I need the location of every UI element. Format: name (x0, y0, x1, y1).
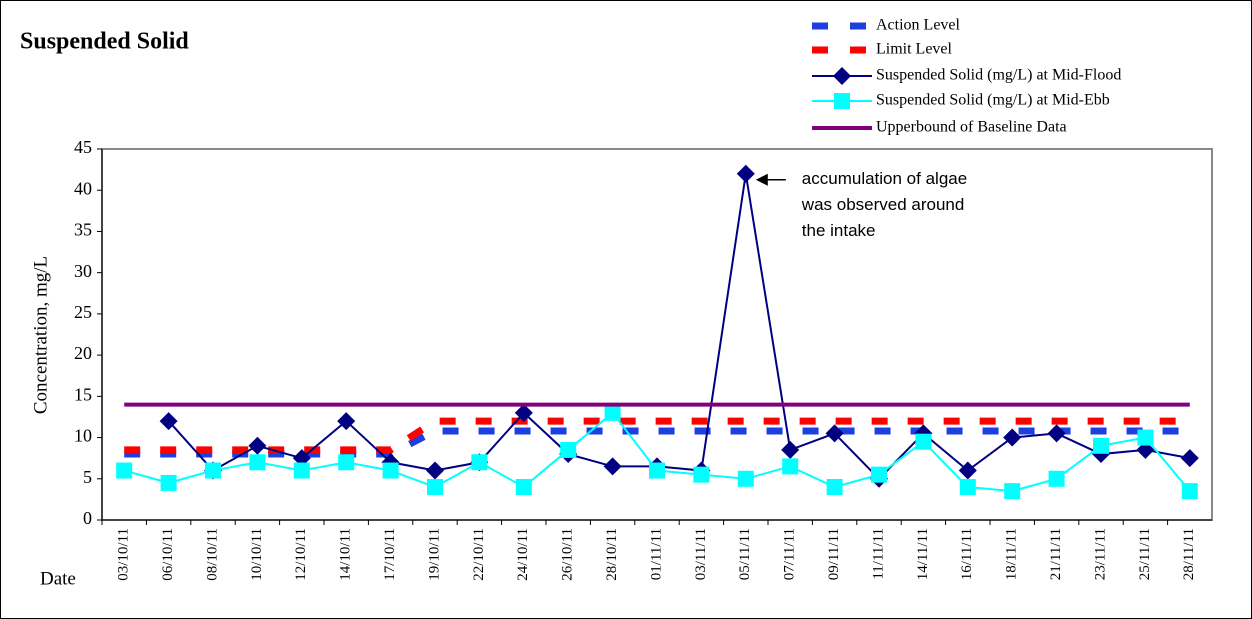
x-tick-label: 08/10/11 (204, 528, 220, 581)
marker (781, 440, 800, 459)
x-tick-label: 28/10/11 (604, 528, 620, 581)
x-tick-label: 28/11/11 (1181, 528, 1197, 580)
marker (737, 470, 754, 487)
marker (205, 462, 221, 479)
x-tick-label: 24/10/11 (515, 528, 531, 581)
marker (958, 461, 977, 480)
x-tick-label: 26/10/11 (560, 528, 576, 581)
marker (1048, 470, 1065, 487)
marker (159, 412, 178, 431)
annotation: was observed around (801, 195, 965, 214)
x-tick-label: 19/10/11 (426, 528, 442, 581)
marker (959, 479, 976, 496)
y-tick-label: 25 (74, 302, 92, 322)
marker (338, 454, 355, 471)
marker (915, 433, 932, 450)
marker (427, 479, 443, 496)
marker (1137, 429, 1154, 446)
y-tick-label: 10 (74, 426, 92, 446)
x-tick-label: 05/11/11 (737, 528, 753, 580)
x-tick-label: 25/11/11 (1137, 528, 1153, 580)
marker (471, 454, 488, 471)
x-tick-label: 03/10/11 (116, 528, 132, 581)
marker (337, 412, 356, 431)
marker (782, 458, 799, 475)
x-tick-label: 11/11/11 (870, 528, 886, 580)
marker (248, 436, 267, 455)
x-tick-label: 01/11/11 (648, 528, 664, 580)
marker (1181, 483, 1198, 500)
marker (1004, 483, 1021, 500)
y-tick-label: 5 (83, 467, 92, 487)
legend-label: Suspended Solid (mg/L) at Mid-Flood (876, 67, 1121, 84)
marker (693, 466, 710, 483)
x-tick-label: 17/10/11 (382, 528, 398, 581)
x-tick-label: 03/11/11 (693, 528, 709, 580)
marker (293, 462, 310, 479)
legend-label: Action Level (876, 17, 961, 34)
y-tick-label: 45 (74, 137, 92, 157)
x-axis-label: Date (40, 568, 76, 589)
marker (604, 404, 621, 421)
x-tick-label: 21/11/11 (1048, 528, 1064, 580)
marker (1093, 437, 1109, 454)
legend-marker (833, 67, 851, 85)
marker (736, 164, 755, 183)
marker (249, 454, 266, 471)
series-line (124, 417, 1190, 454)
y-tick-label: 30 (74, 261, 92, 281)
x-tick-label: 09/11/11 (826, 528, 842, 580)
marker (1003, 428, 1022, 447)
y-axis-label: Concentration, mg/L (30, 256, 51, 414)
x-tick-label: 10/10/11 (249, 528, 265, 581)
marker (560, 441, 577, 458)
x-tick-label: 06/10/11 (160, 528, 176, 581)
y-tick-label: 0 (83, 508, 92, 528)
marker (649, 462, 665, 479)
annotation-arrowhead (755, 173, 768, 186)
marker (514, 403, 533, 422)
x-tick-label: 16/11/11 (959, 528, 975, 580)
marker (382, 462, 399, 479)
marker (825, 424, 844, 443)
marker (1047, 424, 1066, 443)
y-tick-label: 35 (74, 220, 92, 240)
x-tick-label: 22/10/11 (471, 528, 487, 581)
marker (603, 457, 622, 476)
marker (426, 461, 444, 480)
x-tick-label: 23/11/11 (1092, 528, 1108, 580)
annotation: the intake (802, 221, 876, 240)
marker (116, 462, 133, 479)
legend-label: Limit Level (876, 41, 953, 58)
legend-marker (834, 93, 850, 109)
marker (871, 466, 887, 483)
y-tick-label: 40 (74, 178, 92, 198)
x-tick-label: 18/11/11 (1004, 528, 1020, 580)
x-tick-label: 14/10/11 (338, 528, 354, 581)
x-tick-label: 14/11/11 (915, 528, 931, 580)
legend-label: Suspended Solid (mg/L) at Mid-Ebb (876, 92, 1110, 109)
marker (1180, 449, 1199, 468)
annotation: accumulation of algae (802, 169, 967, 188)
marker (826, 479, 843, 496)
legend-label: Upperbound of Baseline Data (876, 119, 1067, 136)
marker (515, 479, 532, 496)
chart-title: Suspended Solid (20, 29, 189, 55)
x-tick-label: 07/11/11 (782, 528, 798, 580)
y-tick-label: 15 (74, 384, 92, 404)
marker (160, 474, 177, 491)
x-tick-label: 12/10/11 (293, 528, 309, 581)
y-tick-label: 20 (74, 343, 92, 363)
